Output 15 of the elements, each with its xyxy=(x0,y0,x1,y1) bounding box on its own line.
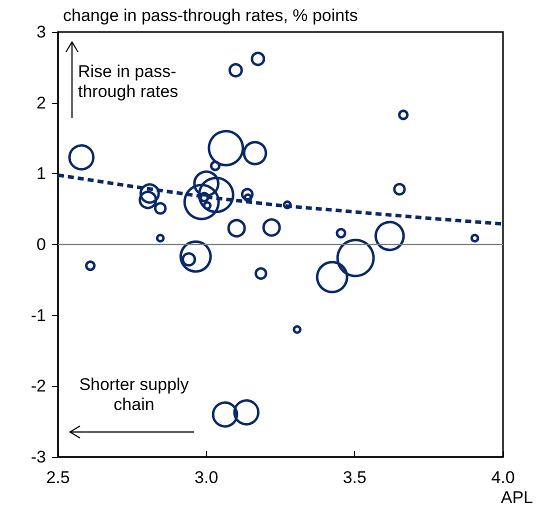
y-tick-label: 2 xyxy=(36,93,46,112)
y-tick-label: 3 xyxy=(36,22,46,42)
chart-title: change in pass-through rates, % points xyxy=(63,6,358,25)
x-tick-label: 2.5 xyxy=(46,468,70,487)
x-axis-title: APL xyxy=(500,488,533,507)
annotation: Rise in pass-through rates xyxy=(78,62,180,102)
x-tick-label: 3.5 xyxy=(342,468,366,487)
x-tick-label: 4.0 xyxy=(491,468,515,487)
y-tick-label: -1 xyxy=(30,306,46,325)
y-tick-label: -2 xyxy=(30,376,46,396)
y-tick-label: -3 xyxy=(30,448,46,466)
y-tick-label: 1 xyxy=(36,164,46,184)
y-tick-label: 0 xyxy=(36,235,46,254)
annotation: Shorter supply chain xyxy=(78,375,190,415)
x-tick-label: 3.0 xyxy=(194,468,218,487)
